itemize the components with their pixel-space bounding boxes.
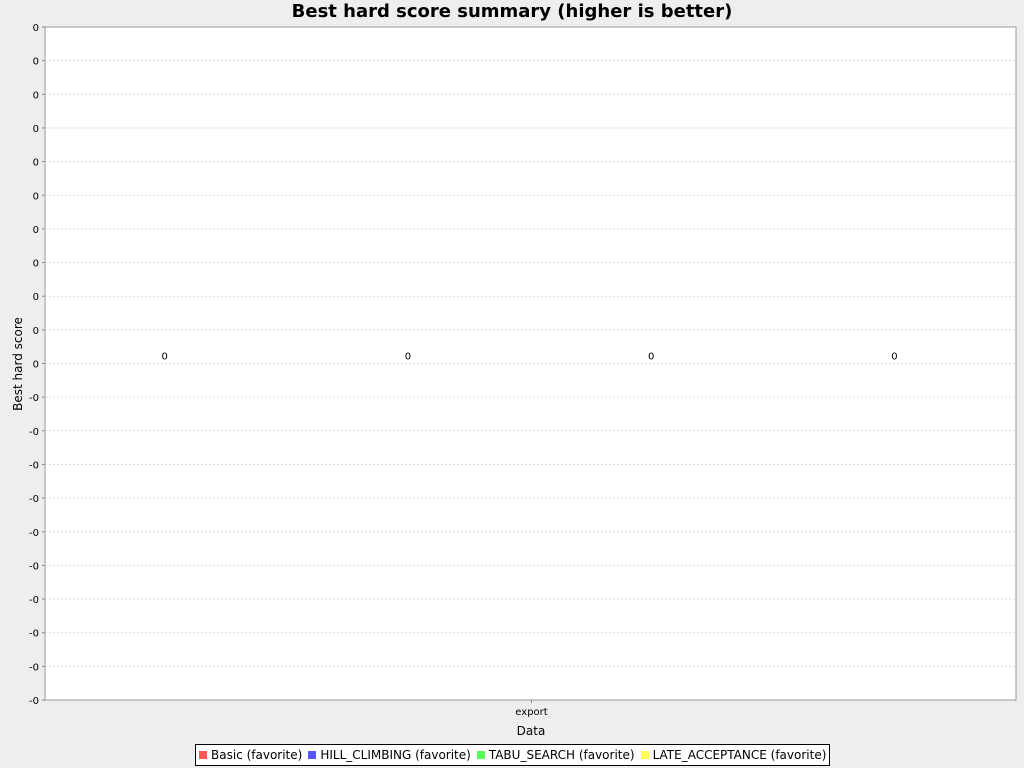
x-axis-title: Data	[516, 724, 546, 738]
y-tick-label: -0	[29, 460, 39, 471]
y-tick-label: -0	[29, 528, 39, 539]
y-tick-label: -0	[29, 595, 39, 606]
data-label: 0	[891, 352, 897, 363]
x-tick-label: export	[515, 707, 547, 718]
legend-swatch	[476, 751, 485, 759]
y-tick-label: 0	[33, 225, 39, 236]
y-tick-label: -0	[29, 494, 39, 505]
data-label: 0	[405, 352, 411, 363]
y-tick-label: 0	[33, 23, 39, 34]
legend-item: LATE_ACCEPTANCE (favorite)	[640, 748, 827, 762]
legend-label: Basic (favorite)	[211, 748, 303, 762]
y-tick-label: 0	[33, 158, 39, 169]
y-tick-label: 0	[33, 360, 39, 371]
legend-item: TABU_SEARCH (favorite)	[476, 748, 635, 762]
y-tick-label: -0	[29, 662, 39, 673]
data-label: 0	[161, 352, 167, 363]
y-tick-label: 0	[33, 57, 39, 68]
y-tick-label: 0	[33, 292, 39, 303]
legend-label: TABU_SEARCH (favorite)	[488, 748, 635, 762]
y-tick-label: -0	[29, 427, 39, 438]
data-label: 0	[648, 352, 654, 363]
y-tick-label: -0	[29, 629, 39, 640]
legend-label: LATE_ACCEPTANCE (favorite)	[652, 748, 827, 762]
legend-item: HILL_CLIMBING (favorite)	[308, 748, 471, 762]
y-tick-label: 0	[33, 191, 39, 202]
y-tick-label: 0	[33, 90, 39, 101]
legend-swatch	[199, 751, 207, 759]
legend-swatch	[308, 751, 317, 759]
y-tick-label: -0	[29, 696, 39, 707]
y-tick-label: 0	[33, 259, 39, 270]
y-tick-label: 0	[33, 124, 39, 135]
legend: Basic (favorite) HILL_CLIMBING (favorite)…	[195, 744, 831, 766]
legend-item: Basic (favorite)	[199, 748, 302, 762]
chart-title: Best hard score summary (higher is bette…	[291, 1, 733, 22]
y-tick-label: 0	[33, 326, 39, 337]
legend-swatch	[640, 751, 649, 759]
y-tick-label: -0	[29, 561, 39, 572]
legend-label: HILL_CLIMBING (favorite)	[320, 748, 471, 762]
y-tick-label: -0	[29, 393, 39, 404]
